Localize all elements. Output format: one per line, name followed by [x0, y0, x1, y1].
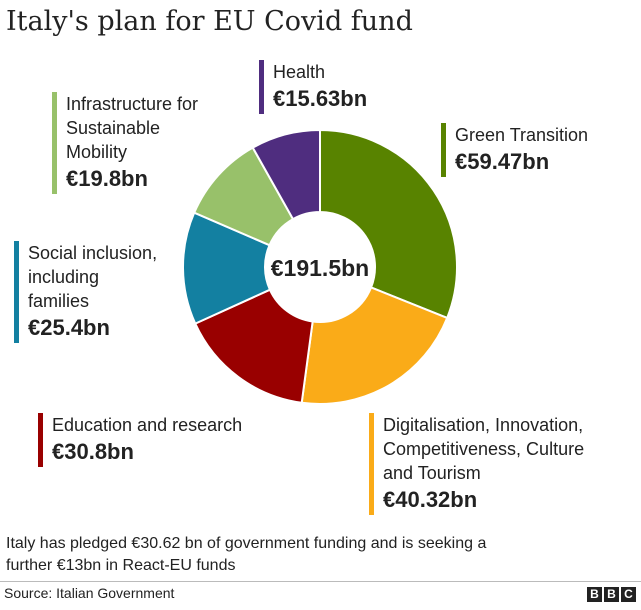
footnote: Italy has pledged €30.62 bn of governmen… — [6, 533, 626, 577]
chart-title: Italy's plan for EU Covid fund — [6, 6, 413, 37]
footnote-line1: Italy has pledged €30.62 bn of governmen… — [6, 535, 487, 552]
donut-chart: €191.5bn — [182, 128, 458, 405]
legend-value-infrastructure: €19.8bn — [66, 166, 148, 191]
bbc-logo-letter-b1: B — [587, 587, 602, 602]
bbc-logo: B B C — [587, 587, 636, 602]
legend-name-infrastructure-line2: Sustainable — [66, 118, 161, 138]
legend-label-health: Health €15.63bn — [259, 60, 367, 114]
legend-label-social-inclusion: Social inclusion, including families €25… — [14, 241, 157, 343]
footnote-line2: further €13bn in React-EU funds — [6, 557, 236, 574]
legend-value-green-transition: €59.47bn — [455, 149, 550, 174]
legend-value-health: €15.63bn — [273, 86, 368, 111]
slice-digitalisation-innovation-competitiveness-culture-and-tourism — [300, 286, 449, 405]
legend-name-digitalisation-line1: Digitalisation, Innovation, — [383, 415, 584, 435]
legend-name-infrastructure-line3: Mobility — [66, 142, 128, 162]
legend-label-green-transition: Green Transition €59.47bn — [441, 123, 588, 177]
slice-education-and-research — [193, 288, 314, 404]
legend-name-social-line1: Social inclusion, — [28, 243, 158, 263]
bbc-logo-letter-c: C — [621, 587, 636, 602]
bbc-logo-letter-b2: B — [604, 587, 619, 602]
footer-divider — [0, 581, 641, 582]
center-total-label: €191.5bn — [271, 255, 369, 281]
legend-name-infrastructure-line1: Infrastructure for — [66, 94, 199, 114]
legend-label-infrastructure: Infrastructure for Sustainable Mobility … — [52, 92, 198, 194]
donut-slices — [182, 128, 458, 405]
legend-name-digitalisation-line2: Competitiveness, Culture — [383, 439, 585, 459]
legend-name-health: Health — [273, 62, 326, 82]
legend-name-digitalisation-line3: and Tourism — [383, 463, 481, 483]
legend-label-digitalisation: Digitalisation, Innovation, Competitiven… — [369, 413, 584, 515]
legend-name-green-transition: Green Transition — [455, 125, 589, 145]
slice-green-transition — [319, 128, 458, 320]
legend-value-digitalisation: €40.32bn — [383, 487, 478, 512]
legend-value-social-inclusion: €25.4bn — [28, 315, 110, 340]
legend-name-social-line2: including — [28, 267, 100, 287]
legend-name-social-line3: families — [28, 291, 90, 311]
source-text: Source: Italian Government — [4, 585, 175, 601]
legend-value-education: €30.8bn — [52, 439, 134, 464]
slice-health — [251, 128, 321, 221]
legend-name-education: Education and research — [52, 415, 243, 435]
legend-label-education: Education and research €30.8bn — [38, 413, 242, 467]
